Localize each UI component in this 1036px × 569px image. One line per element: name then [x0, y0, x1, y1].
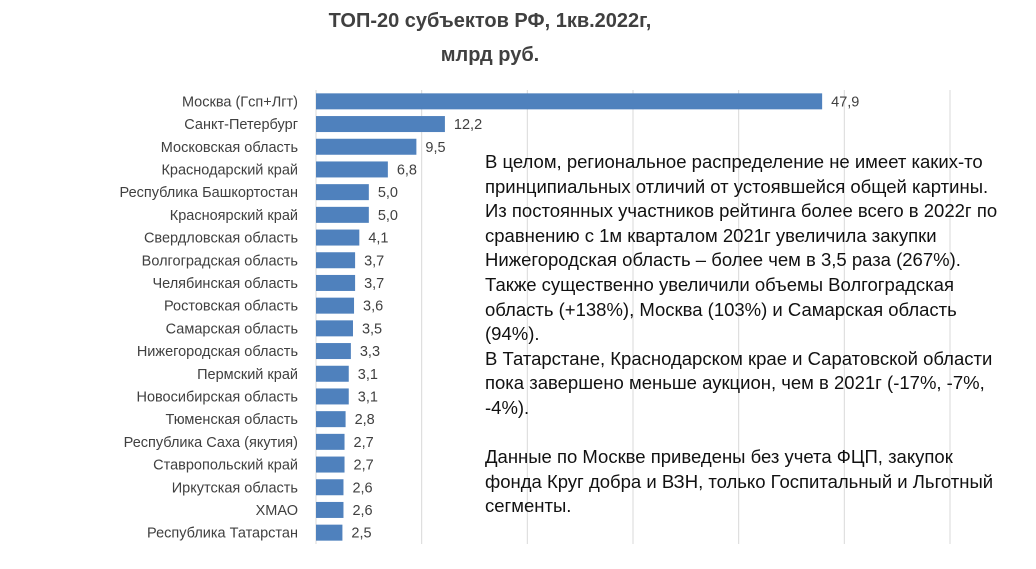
- bar: [316, 274, 356, 291]
- category-label: Иркутская область: [172, 480, 298, 496]
- category-label: Пермский край: [197, 367, 298, 383]
- note-paragraph-4: Данные по Москве приведены без учета ФЦП…: [485, 446, 994, 517]
- category-label: Санкт-Петербург: [184, 117, 298, 133]
- data-label: 9,5: [425, 140, 445, 156]
- bar: [316, 116, 445, 133]
- note-paragraph-1: В целом, региональное распределение не и…: [485, 151, 989, 197]
- bar: [316, 229, 360, 246]
- category-label: Ростовская область: [164, 299, 298, 315]
- category-label: Свердловская область: [144, 231, 298, 247]
- bar: [316, 388, 349, 405]
- bar: [316, 433, 345, 450]
- data-label: 4,1: [368, 231, 388, 247]
- bar: [316, 206, 369, 223]
- bar: [316, 161, 388, 178]
- bar: [316, 524, 343, 541]
- category-label: Республика Саха (якутия): [124, 435, 298, 451]
- data-label: 3,5: [362, 321, 382, 337]
- chart-title-line2: млрд руб.: [440, 44, 540, 66]
- category-label: Ставропольский край: [153, 458, 298, 474]
- data-label: 47,9: [831, 94, 859, 110]
- category-label: Нижегородская область: [137, 344, 298, 360]
- data-label: 5,0: [378, 185, 398, 201]
- data-label: 3,3: [360, 344, 380, 360]
- note-paragraph-3: В Татарстане, Краснодарском крае и Сарат…: [485, 347, 993, 418]
- bar: [316, 456, 345, 473]
- category-label: Республика Татарстан: [147, 526, 298, 542]
- bar: [316, 297, 355, 314]
- chart-title-line1: ТОП-20 субъектов РФ, 1кв.2022г,: [328, 10, 652, 32]
- data-label: 12,2: [454, 117, 482, 133]
- data-label: 2,5: [351, 526, 371, 542]
- bar: [316, 320, 353, 337]
- category-label: Красноярский край: [170, 208, 298, 224]
- category-label: Волгоградская область: [142, 253, 298, 269]
- data-label: 2,7: [354, 435, 374, 451]
- data-label: 2,8: [355, 412, 375, 428]
- category-label: Челябинская область: [152, 276, 298, 292]
- data-label: 2,6: [352, 480, 372, 496]
- bar: [316, 365, 349, 382]
- category-label: Тюменская область: [165, 412, 298, 428]
- category-label: Самарская область: [166, 321, 298, 337]
- data-label: 3,7: [364, 253, 384, 269]
- category-label: ХМАО: [256, 503, 298, 519]
- data-label: 6,8: [397, 162, 417, 178]
- category-label: Республика Башкортостан: [120, 185, 298, 201]
- data-label: 2,7: [354, 458, 374, 474]
- category-label: Москва (Гсп+Лгт): [182, 94, 298, 110]
- commentary-text: В целом, региональное распределение не и…: [485, 150, 1005, 519]
- data-label: 3,1: [358, 367, 378, 383]
- data-label: 3,6: [363, 299, 383, 315]
- bar: [316, 93, 823, 110]
- data-label: 3,7: [364, 276, 384, 292]
- bar: [316, 252, 356, 269]
- data-label: 5,0: [378, 208, 398, 224]
- data-label: 3,1: [358, 389, 378, 405]
- category-label: Новосибирская область: [136, 389, 298, 405]
- category-label: Краснодарский край: [161, 162, 298, 178]
- bar: [316, 501, 344, 518]
- bar: [316, 479, 344, 496]
- bar: [316, 343, 351, 360]
- bar: [316, 184, 369, 201]
- category-label: Московская область: [161, 140, 298, 156]
- note-paragraph-2: Из постоянных участников рейтинга более …: [485, 200, 998, 345]
- bar: [316, 411, 346, 428]
- data-label: 2,6: [352, 503, 372, 519]
- bar: [316, 138, 417, 155]
